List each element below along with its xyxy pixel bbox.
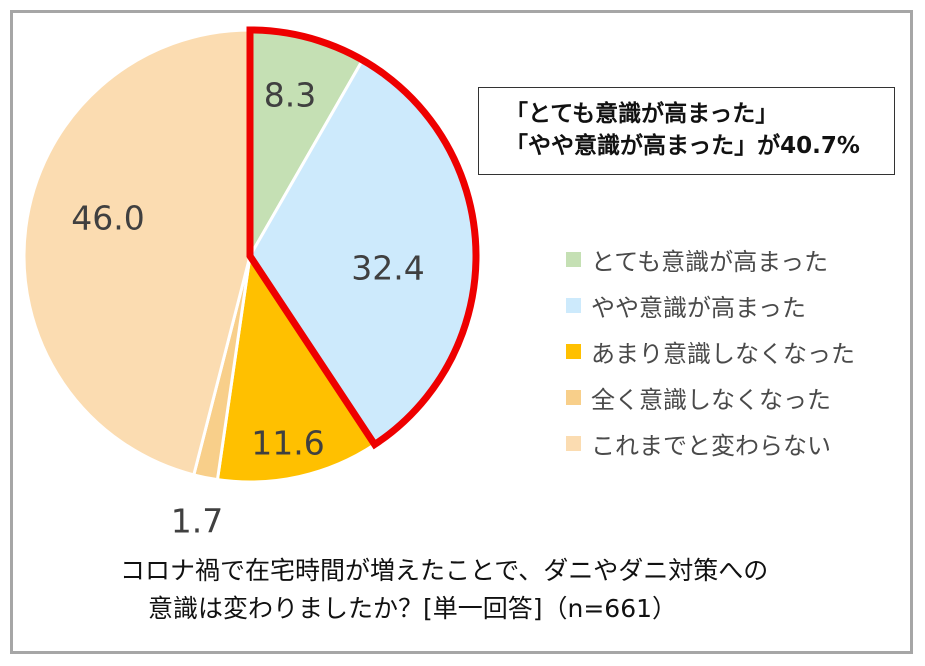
legend-label: 全く意識しなくなった — [591, 385, 831, 414]
callout-line-1: 「とても意識が高まった」 — [505, 101, 779, 127]
legend-swatch — [566, 435, 581, 451]
legend-label: やや意識が高まった — [591, 293, 807, 322]
legend-item: これまでと変わらない — [566, 420, 855, 466]
legend-item: とても意識が高まった — [566, 236, 855, 282]
legend: とても意識が高まった やや意識が高まったあまり意識しなくなった 全く意識しなくなった… — [566, 236, 855, 466]
legend-label: とても意識が高まった — [591, 247, 829, 276]
legend-item: 全く意識しなくなった — [566, 374, 855, 420]
slice-somewhat-decreased — [215, 251, 377, 484]
legend-label: これまでと変わらない — [591, 431, 831, 460]
caption-line-2: 意識は変わりましたか？[単一回答]（n=661） — [148, 594, 678, 623]
question-caption: コロナ禍で在宅時間が増えたことで、ダニやダニ対策への 意識は変わりましたか？[単… — [120, 552, 840, 628]
slice-unchanged — [22, 28, 252, 477]
legend-swatch — [566, 343, 581, 359]
legend-item: やや意識が高まった — [566, 282, 855, 328]
data-label: 46.0 — [71, 199, 144, 238]
data-label: 11.6 — [251, 424, 324, 463]
legend-swatch — [566, 297, 581, 313]
highlight-callout: 「とても意識が高まった」 「やや意識が高まった」が40.7% — [478, 87, 895, 175]
data-label: 1.7 — [171, 502, 223, 541]
legend-swatch — [566, 251, 581, 267]
data-label: 32.4 — [351, 249, 424, 288]
legend-label: あまり意識しなくなった — [591, 339, 855, 368]
callout-line-2: 「やや意識が高まった」が40.7% — [505, 133, 860, 159]
caption-line-1: コロナ禍で在宅時間が増えたことで、ダニやダニ対策への — [120, 556, 769, 585]
data-label: 8.3 — [264, 76, 316, 115]
highlight-outline — [246, 26, 480, 450]
legend-swatch — [566, 389, 581, 405]
legend-item: あまり意識しなくなった — [566, 328, 855, 374]
